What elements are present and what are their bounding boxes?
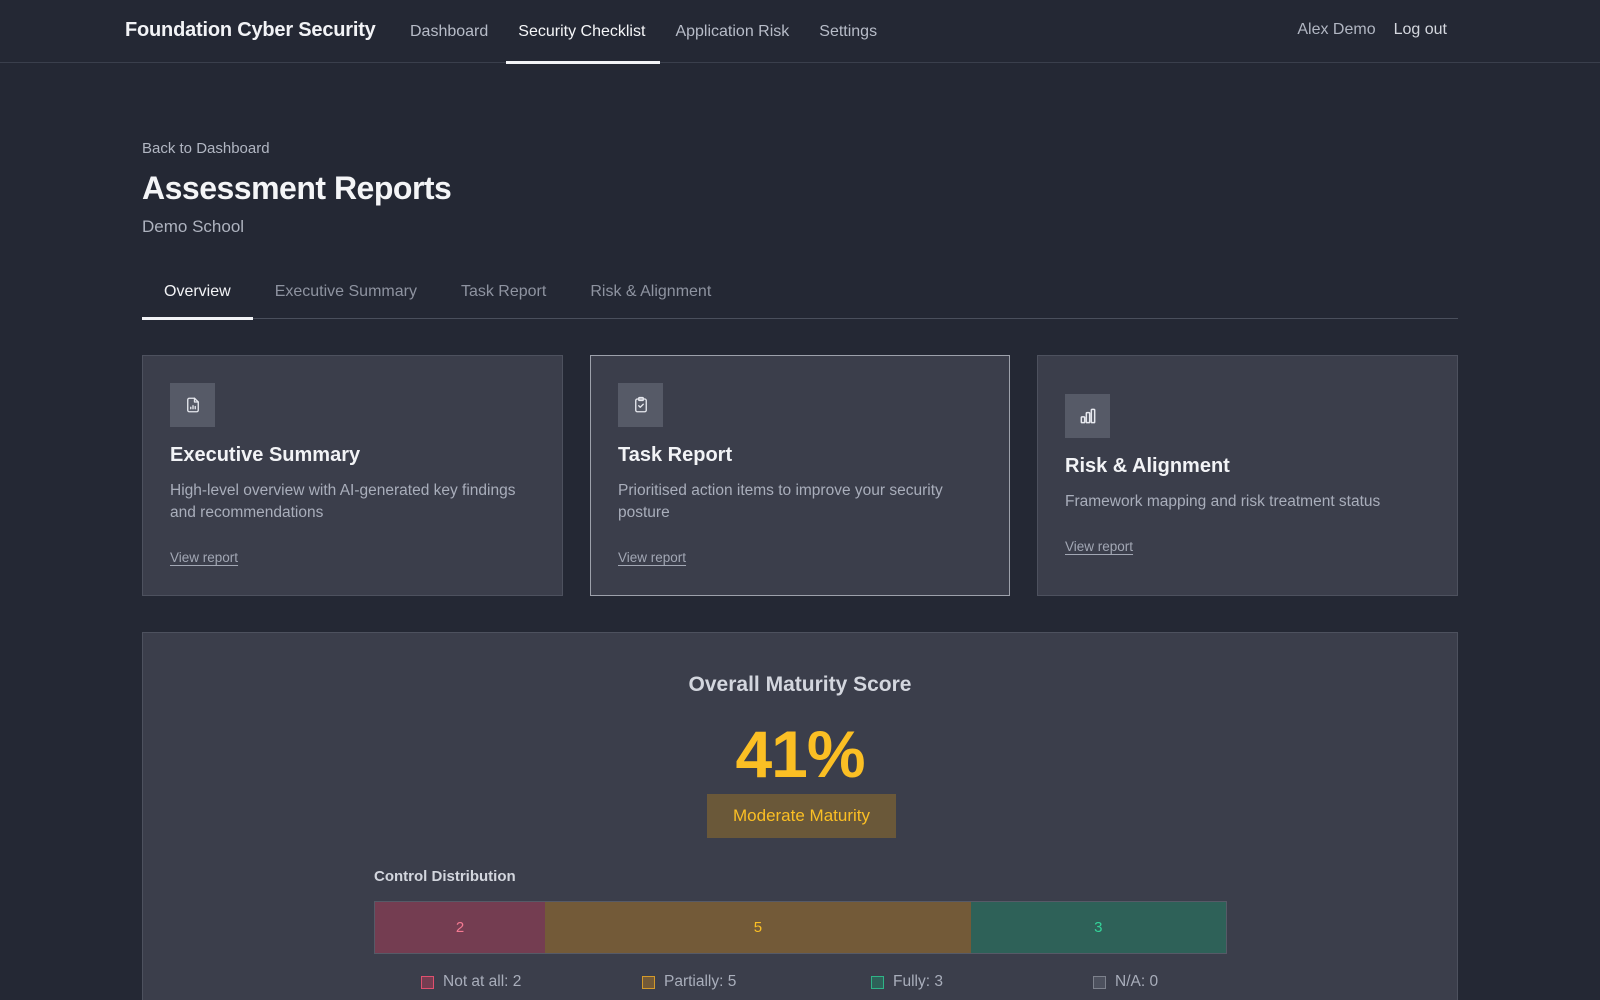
card-risk-alignment[interactable]: Risk & Alignment Framework mapping and r… <box>1037 355 1458 596</box>
document-chart-icon <box>170 383 215 427</box>
page-subtitle: Demo School <box>142 217 245 236</box>
nav-link-dashboard[interactable]: Dashboard <box>410 22 489 40</box>
user-name: Alex Demo <box>1297 21 1376 38</box>
legend-swatch <box>642 975 655 989</box>
top-nav: Foundation Cyber Security Dashboard Secu… <box>0 0 1600 64</box>
legend-swatch <box>871 975 884 989</box>
tab-risk-alignment[interactable]: Risk & Alignment <box>590 283 712 300</box>
legend-item: N/A: 0 <box>1093 973 1158 991</box>
back-to-dashboard-link[interactable]: Back to Dashboard <box>142 140 270 157</box>
page-title: Assessment Reports <box>142 170 452 206</box>
distribution-segment-partially: 5 <box>545 902 971 953</box>
legend-label: Not at all: 2 <box>443 973 522 990</box>
legend-swatch <box>421 975 434 989</box>
nav-link-settings[interactable]: Settings <box>819 22 878 40</box>
card-description: Framework mapping and risk treatment sta… <box>1065 493 1381 510</box>
card-description: High-level overview with AI-generated ke… <box>170 482 516 521</box>
nav-link-application-risk[interactable]: Application Risk <box>675 22 790 40</box>
distribution-legend: Not at all: 2 Partially: 5 Fully: 3 N/A: 0 <box>374 973 1227 997</box>
card-task-report[interactable]: Task Report Prioritised action items to … <box>590 355 1010 596</box>
tab-overview[interactable]: Overview <box>142 272 253 320</box>
maturity-score: 41% <box>735 717 865 791</box>
card-description: Prioritised action items to improve your… <box>618 482 943 521</box>
nav-links: Dashboard Security Checklist Application… <box>395 0 892 64</box>
maturity-level-badge: Moderate Maturity <box>707 794 896 838</box>
clipboard-check-icon <box>618 383 663 427</box>
card-title: Task Report <box>618 444 733 466</box>
bar-chart-icon <box>1065 394 1110 438</box>
tab-task-report[interactable]: Task Report <box>460 283 547 300</box>
card-executive-summary[interactable]: Executive Summary High-level overview wi… <box>142 355 563 596</box>
view-report-link[interactable]: View report <box>618 550 687 565</box>
legend-label: Partially: 5 <box>664 973 737 990</box>
card-title: Risk & Alignment <box>1065 455 1230 477</box>
legend-item: Partially: 5 <box>642 973 736 991</box>
distribution-title: Control Distribution <box>374 868 516 885</box>
legend-item: Not at all: 2 <box>421 973 521 991</box>
view-report-link[interactable]: View report <box>170 550 239 565</box>
maturity-panel: Overall Maturity Score 41% Moderate Matu… <box>142 632 1458 1000</box>
card-title: Executive Summary <box>170 444 361 466</box>
brand-logo[interactable]: Foundation Cyber Security <box>125 19 376 41</box>
distribution-segment-fully: 3 <box>970 902 1226 953</box>
legend-swatch <box>1093 975 1106 989</box>
legend-label: Fully: 3 <box>893 973 943 990</box>
logout-button[interactable]: Log out <box>1393 21 1447 38</box>
view-report-link[interactable]: View report <box>1065 539 1134 554</box>
distribution-segment-not-at-all: 2 <box>375 902 546 953</box>
user-area: Alex Demo Log out <box>1297 21 1447 39</box>
legend-item: Fully: 3 <box>871 973 943 991</box>
report-tabs: Overview Executive Summary Task Report R… <box>142 272 1458 320</box>
tab-executive-summary[interactable]: Executive Summary <box>274 283 417 300</box>
legend-label: N/A: 0 <box>1115 973 1159 990</box>
nav-link-security-checklist[interactable]: Security Checklist <box>503 0 661 64</box>
maturity-title: Overall Maturity Score <box>688 673 912 696</box>
